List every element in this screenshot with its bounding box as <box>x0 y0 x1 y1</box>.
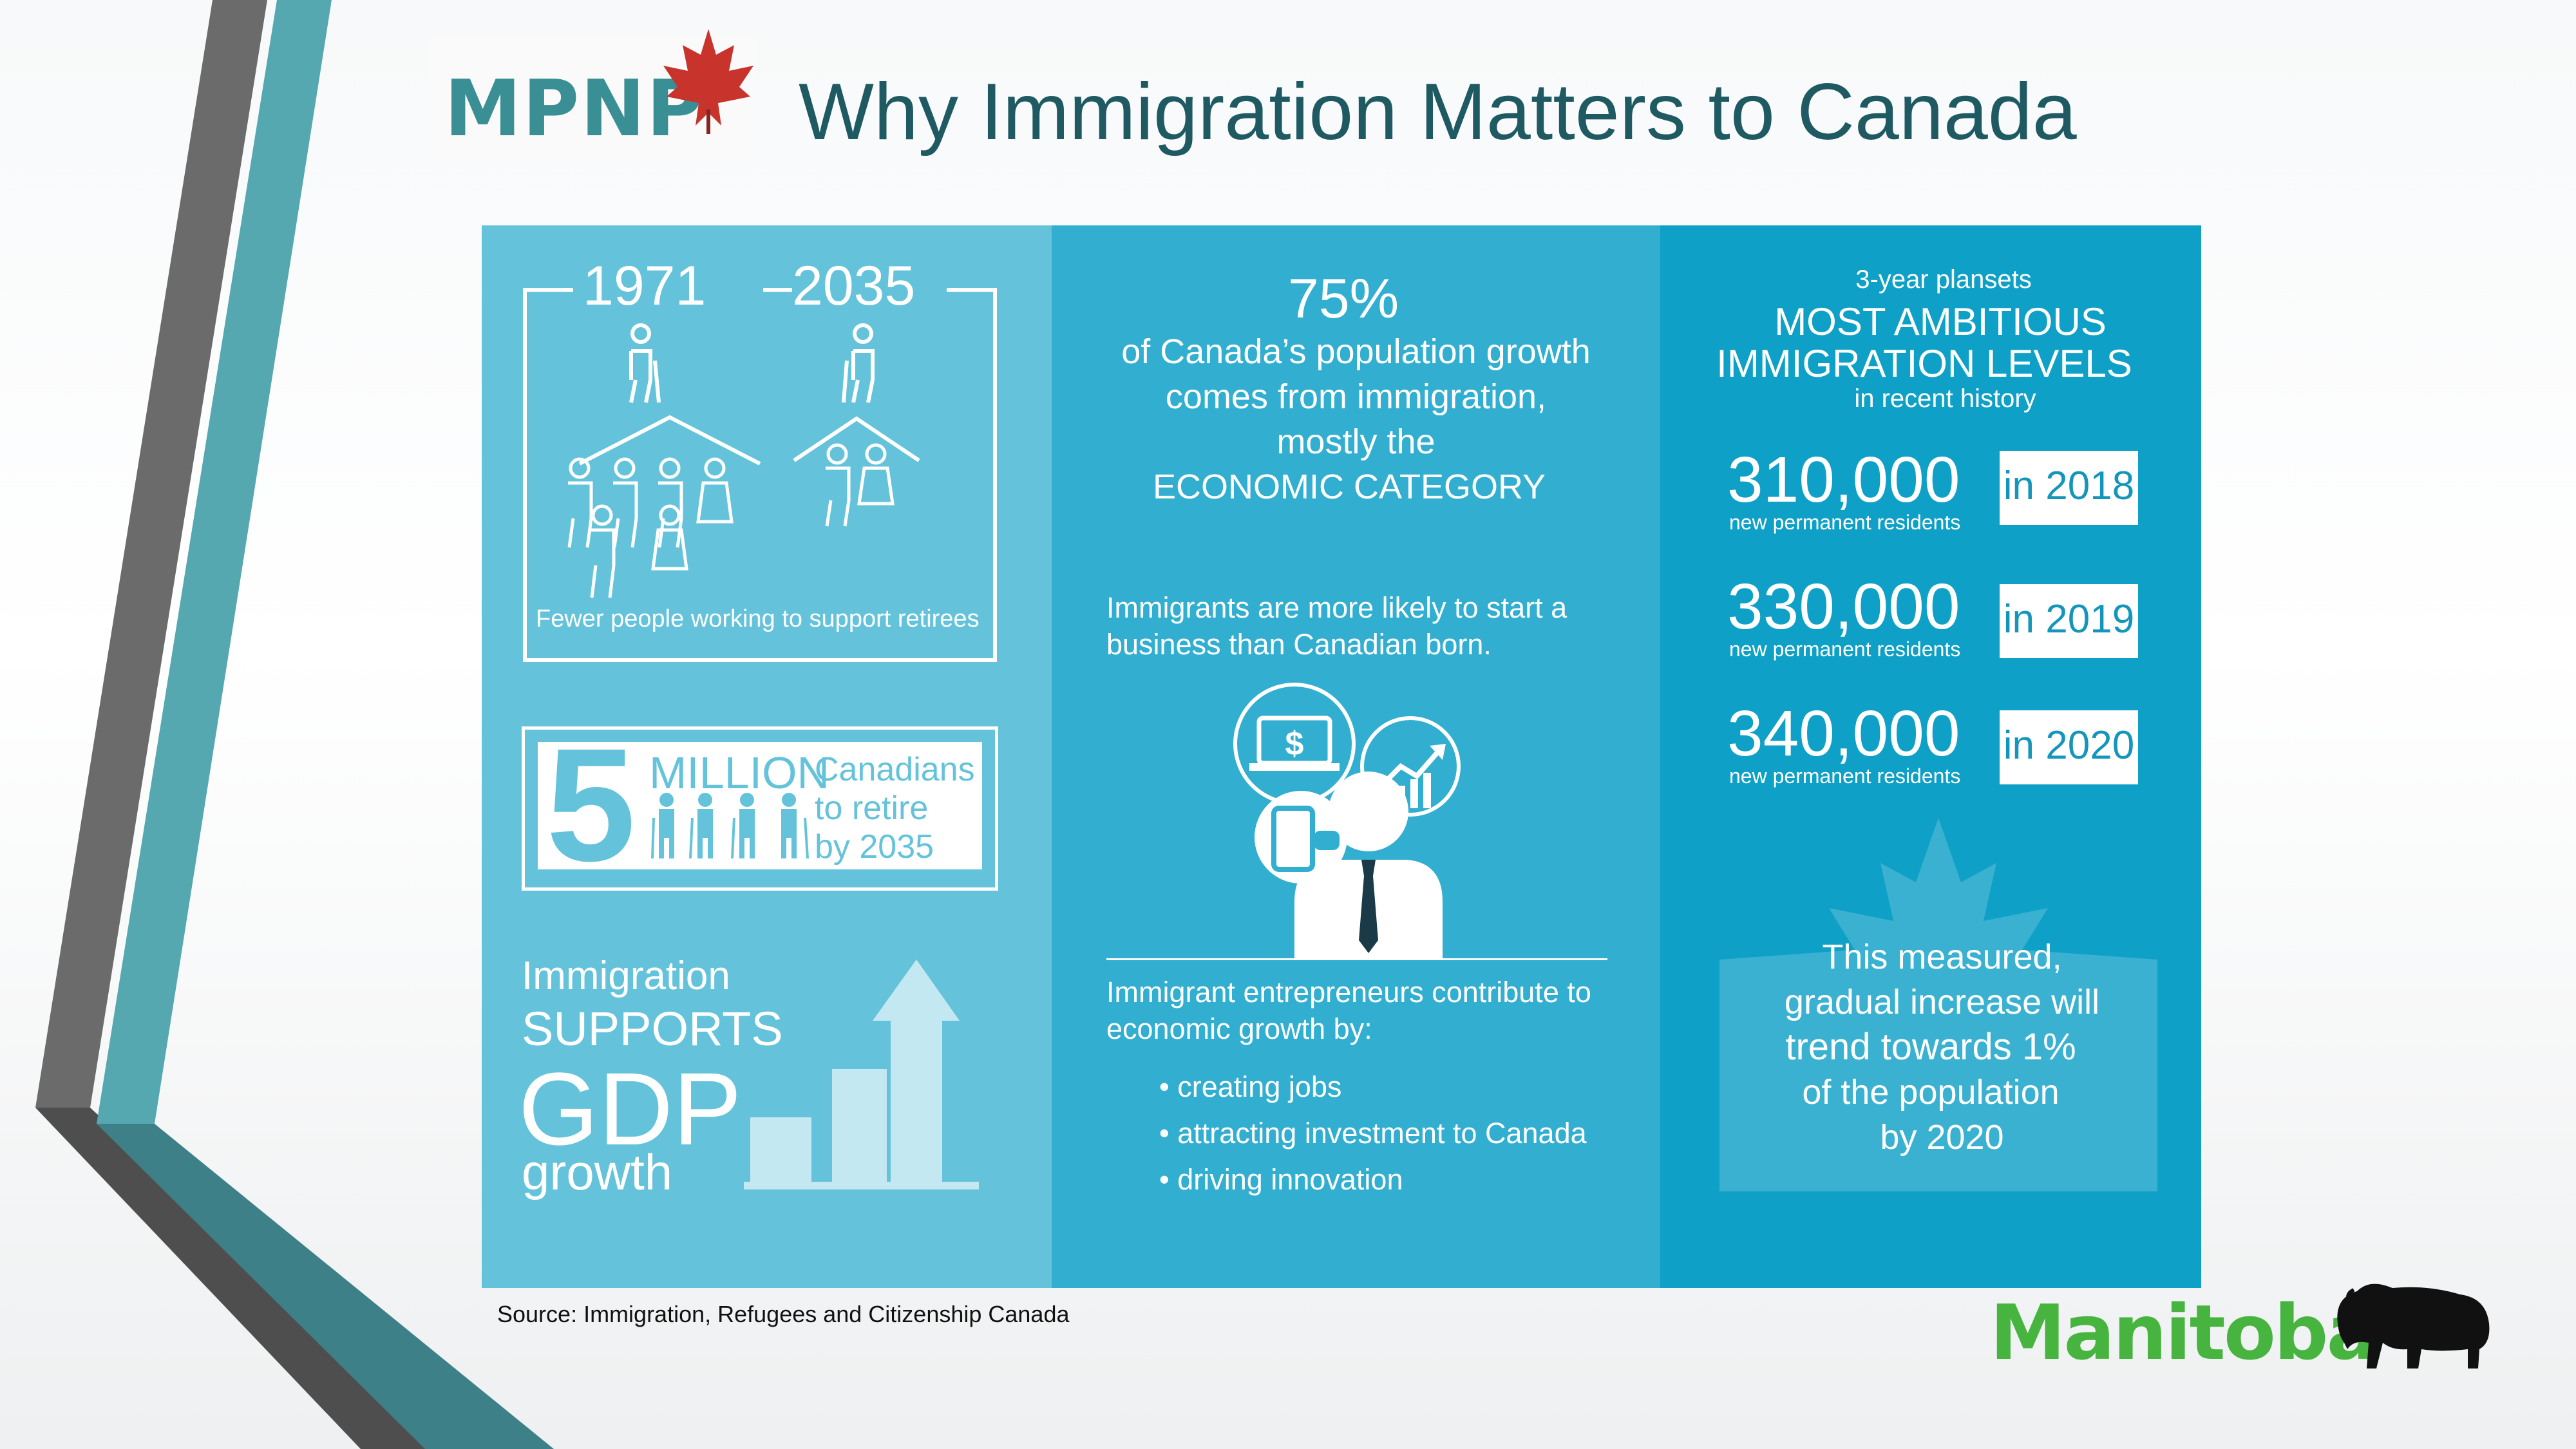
business-line1: Immigrants are more likely to start a <box>1106 591 1567 624</box>
source-note: Source: Immigration, Refugees and Citize… <box>497 1301 1070 1327</box>
growth-line1: of Canada’s population growth <box>1121 332 1591 371</box>
million-box <box>538 742 982 869</box>
year-1971: 1971 <box>583 255 706 317</box>
dollar-laptop-icon: $ <box>1233 683 1356 805</box>
entre-line1: Immigrant entrepreneurs contribute to <box>1106 976 1591 1009</box>
retirees-caption: Fewer people working to support retirees <box>536 605 980 632</box>
maple-leaf-icon <box>663 29 753 134</box>
year-box-2018: in 2018 <box>2000 451 2138 525</box>
entrepreneur-illustration: $ <box>1233 683 1461 960</box>
trend-line4: of the population <box>1802 1073 2060 1112</box>
gdp-line3: GDP <box>518 1051 742 1166</box>
million-line2: to retire <box>815 790 929 827</box>
trend-line5: by 2020 <box>1880 1118 2004 1157</box>
roof-icon <box>793 416 920 462</box>
trend-line1: This measured, <box>1822 938 2062 976</box>
million-line1: Canadians <box>815 751 975 788</box>
headline-line1: MOST AMBITIOUS <box>1774 300 2107 343</box>
gdp-line4: growth <box>522 1144 673 1200</box>
plan-sub: 3-year plansets <box>1855 265 2032 294</box>
worker-family-icon <box>825 443 895 527</box>
level-number-2020: 340,000 <box>1727 697 1960 770</box>
gdp-line2: SUPPORTS <box>522 1002 783 1056</box>
year-box-2019: in 2019 <box>2000 584 2138 658</box>
elderly-person-icon <box>629 323 661 403</box>
entre-line2: economic growth by: <box>1106 1012 1372 1045</box>
worker-family-icon <box>567 457 734 598</box>
growth-line4: ECONOMIC CATEGORY <box>1153 468 1546 506</box>
panel-economic-growth <box>1052 225 1660 1288</box>
bullet-item: • attracting investment to Canada <box>1159 1117 1587 1150</box>
bar-chart-up-arrow-icon <box>744 960 979 1189</box>
businessman-icon <box>1294 772 1443 960</box>
level-number-2018: 310,000 <box>1727 444 1960 516</box>
bullet-item: • driving innovation <box>1159 1163 1403 1196</box>
million-line3: by 2035 <box>815 828 934 866</box>
retirees-frame <box>523 288 997 662</box>
roof-icon <box>578 415 761 466</box>
level-caption-2019: new permanent residents <box>1729 638 1961 661</box>
trend-line2: gradual increase will <box>1784 983 2100 1021</box>
business-line2: business than Canadian born. <box>1106 628 1492 661</box>
divider-line <box>1106 958 1607 960</box>
svg-text:$: $ <box>1285 725 1304 762</box>
faded-maple-leaf-icon <box>1719 818 2157 1191</box>
trend-line3: trend towards 1% <box>1785 1026 2076 1068</box>
retiree-group-icon <box>651 793 809 859</box>
year-2035: 2035 <box>792 255 916 317</box>
bullet-item: • creating jobs <box>1159 1070 1342 1103</box>
million-word: MILLION <box>649 748 830 798</box>
year-box-2020: in 2020 <box>2000 710 2138 784</box>
million-frame <box>522 726 998 891</box>
headline-sub: in recent history <box>1854 384 2036 413</box>
manitoba-logo: Manitoba <box>1990 1288 2378 1377</box>
elderly-person-icon <box>842 323 875 403</box>
gdp-line1: Immigration <box>522 954 730 998</box>
million-number: 5 <box>546 715 636 895</box>
bison-icon <box>2337 1283 2490 1368</box>
smartphone-icon <box>1255 791 1347 884</box>
level-caption-2018: new permanent residents <box>1729 511 1961 534</box>
mpnp-logo: MPNP <box>444 64 705 154</box>
level-number-2019: 330,000 <box>1727 571 1960 643</box>
page-title: Why Immigration Matters to Canada <box>799 68 2077 156</box>
growth-line3: mostly the <box>1276 422 1435 461</box>
headline-line2: IMMIGRATION LEVELS <box>1716 342 2132 385</box>
level-caption-2020: new permanent residents <box>1729 764 1961 788</box>
percent-figure: 75% <box>1288 268 1399 330</box>
growth-line2: comes from immigration, <box>1165 377 1547 416</box>
